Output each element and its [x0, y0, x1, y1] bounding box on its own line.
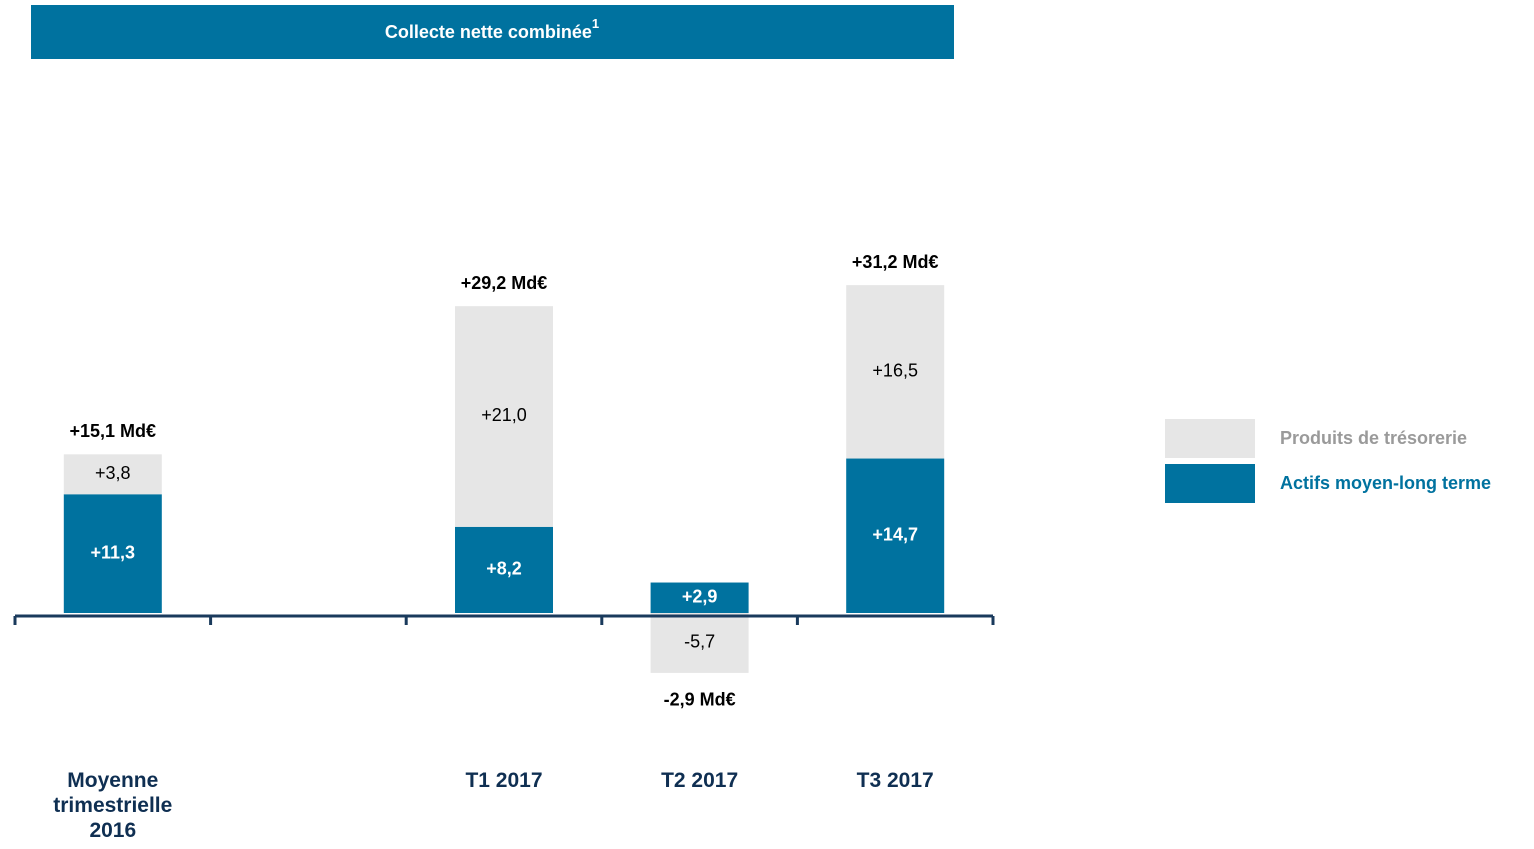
bar-segment — [455, 306, 553, 527]
total-label: +29,2 Md€ — [461, 273, 548, 293]
bar-segment — [63, 454, 162, 495]
value-label: +14,7 — [872, 525, 918, 545]
total-label: +31,2 Md€ — [852, 252, 939, 272]
bar-segment — [846, 285, 945, 459]
bar-segment — [650, 582, 749, 613]
bar-segment — [650, 613, 749, 673]
legend-swatch — [1165, 419, 1255, 458]
value-label: +8,2 — [486, 559, 522, 579]
chart-title: Collecte nette combinée1 — [385, 16, 599, 41]
value-label: +21,0 — [481, 405, 527, 425]
bar-segment — [455, 526, 553, 613]
total-label: +15,1 Md€ — [70, 421, 157, 441]
value-label: +3,8 — [95, 463, 131, 483]
title-superscript: 1 — [592, 16, 599, 31]
bar-segment — [846, 458, 945, 613]
x-tick-label: Moyenne trimestrielle 2016 — [53, 769, 173, 842]
total-label: -2,9 Md€ — [664, 690, 736, 710]
bar-segment — [63, 494, 162, 613]
x-tick-label: T2 2017 — [661, 769, 739, 792]
x-tick-label: T1 2017 — [465, 769, 543, 792]
legend-label: Actifs moyen-long terme — [1280, 473, 1491, 493]
value-label: +16,5 — [872, 361, 918, 381]
x-tick-label: T3 2017 — [856, 769, 934, 792]
legend-label: Produits de trésorerie — [1280, 428, 1467, 448]
title-text: Collecte nette combinée — [385, 22, 592, 42]
legend-swatch — [1165, 464, 1255, 503]
value-label: -5,7 — [684, 632, 715, 652]
value-label: +2,9 — [682, 587, 718, 607]
title-bar — [31, 5, 954, 59]
value-label: +11,3 — [91, 542, 136, 562]
